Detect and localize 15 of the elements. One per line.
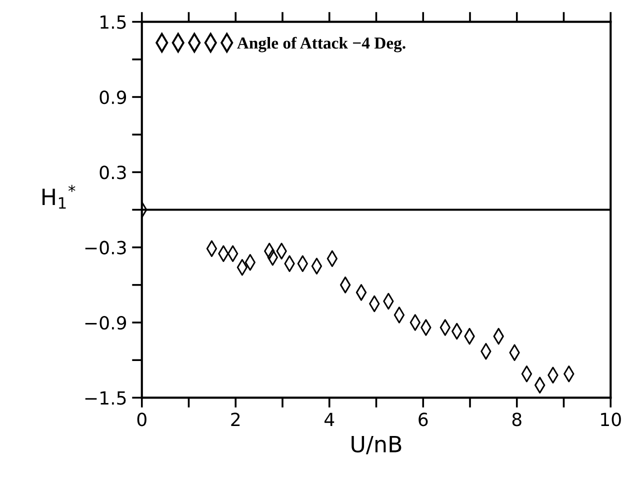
x-tick-label: 0: [137, 412, 146, 426]
y-tick-label: −0.9: [85, 316, 126, 330]
legend-label: Angle of Attack −4 Deg.: [237, 36, 406, 52]
y-tick-label: −1.5: [85, 391, 126, 405]
y-tick-label: 0.9: [100, 90, 126, 104]
x-tick-label: 2: [231, 412, 240, 426]
y-axis-title: H$_{1}$$^{*}$: [42, 184, 76, 209]
x-axis-title: U/nB: [352, 436, 402, 454]
y-tick-label: 1.5: [100, 16, 126, 29]
x-tick-label: 10: [601, 412, 621, 426]
y-tick-label: −0.3: [85, 240, 126, 254]
y-tick-label: 0.3: [100, 166, 126, 180]
x-tick-label: 4: [324, 412, 334, 426]
x-tick-label: 6: [418, 412, 428, 426]
x-tick-label: 8: [512, 412, 522, 426]
